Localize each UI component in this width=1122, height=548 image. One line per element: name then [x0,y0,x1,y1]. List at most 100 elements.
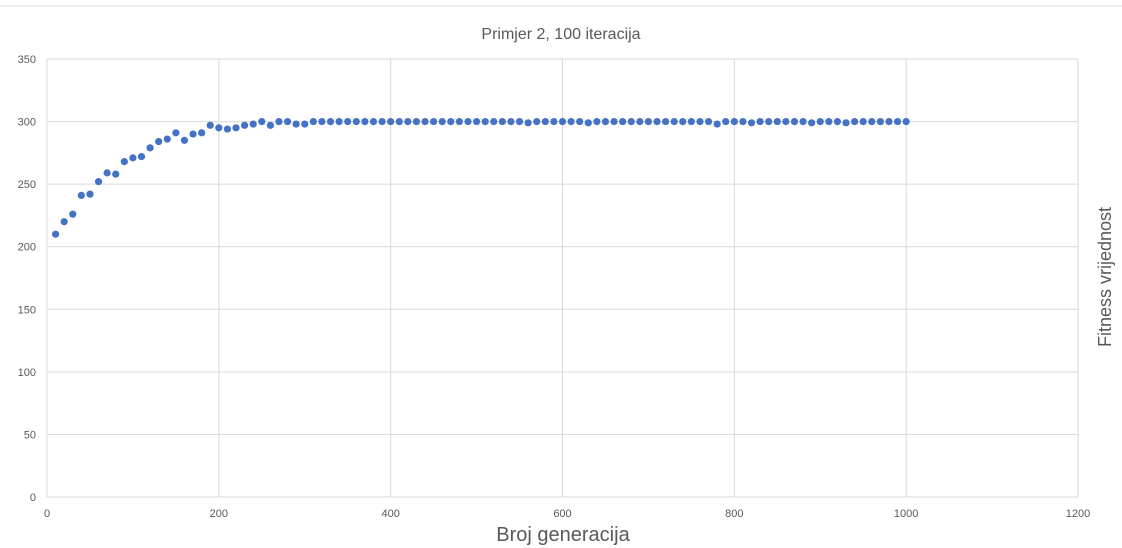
data-point [369,117,378,126]
data-point [344,117,352,126]
data-point [352,117,360,126]
data-point [94,178,103,186]
data-point [86,190,94,198]
data-point [275,117,283,126]
data-point [472,117,481,126]
data-point [515,117,524,126]
data-point [885,117,893,126]
data-point [112,170,120,178]
data-point [576,117,584,126]
data-point [137,153,146,161]
data-point [266,121,274,129]
data-point [455,117,463,126]
data-point [670,117,678,126]
data-point [739,117,747,126]
data-point [421,117,429,126]
data-point [481,117,489,126]
data-point [601,117,610,126]
data-point [172,129,180,137]
data-point [507,117,515,126]
data-point [180,136,189,144]
data-point [808,119,816,127]
x-axis-title: Broj generacija [496,524,630,546]
data-point [567,117,575,126]
data-point [558,117,567,126]
data-point [223,125,232,133]
data-point [722,117,730,126]
data-point [679,117,687,126]
data-point [163,135,171,143]
data-point [636,117,644,126]
data-point [653,117,661,126]
data-point [765,117,773,126]
data-point [782,117,790,126]
y-tick-label: 200 [18,242,36,254]
data-point [412,117,421,126]
data-point [301,120,309,128]
y-tick-label: 50 [24,429,36,441]
data-point [756,117,764,126]
data-point [644,117,653,126]
y-tick-label: 100 [18,367,36,379]
data-point [816,117,824,126]
data-point [309,117,317,126]
data-point [593,117,601,126]
data-point [790,117,799,126]
data-point [155,137,163,146]
data-point [464,117,472,126]
data-point [550,117,558,126]
data-point [430,117,438,126]
data-point [60,218,68,226]
tick-labels: 0 50 100 150 200 250 300 350 0 200 400 600 800 1000 12… [18,54,1091,520]
y-tick-label: 300 [18,117,36,129]
data-point [687,117,695,126]
data-point [825,117,833,126]
data-point [120,158,128,166]
data-point [902,117,910,126]
x-tick-label: 800 [725,508,743,520]
data-point [395,117,403,126]
x-tick-label: 0 [44,508,50,520]
data-point [258,117,266,126]
data-point [335,117,343,126]
data-point [893,117,902,126]
data-point [799,117,807,126]
data-points [51,117,910,238]
data-point [584,119,592,127]
data-point [730,117,738,126]
data-point [833,117,842,126]
data-point [69,210,77,218]
data-point [241,121,249,129]
data-point [747,119,756,127]
data-point [283,117,292,126]
y-tick-label: 150 [18,304,36,316]
data-point [387,117,395,126]
data-point [232,124,240,132]
data-point [498,117,506,126]
x-tick-label: 1200 [1066,508,1090,520]
y-tick-label: 250 [18,179,36,191]
data-point [713,120,721,128]
data-point [662,117,670,126]
data-point [404,117,412,126]
x-tick-label: 1000 [894,508,918,520]
data-point [378,117,386,126]
data-point [859,117,867,126]
data-point [610,117,618,126]
data-point [326,117,335,126]
data-point [490,117,498,126]
data-point [215,124,223,132]
data-point [541,117,549,126]
data-point [103,169,111,177]
data-point [77,191,85,200]
data-point [198,129,206,137]
data-point [361,117,369,126]
data-point [696,117,704,126]
data-point [868,117,876,126]
data-point [129,154,137,162]
data-point [704,117,713,126]
data-point [438,117,446,126]
data-point [249,120,257,128]
